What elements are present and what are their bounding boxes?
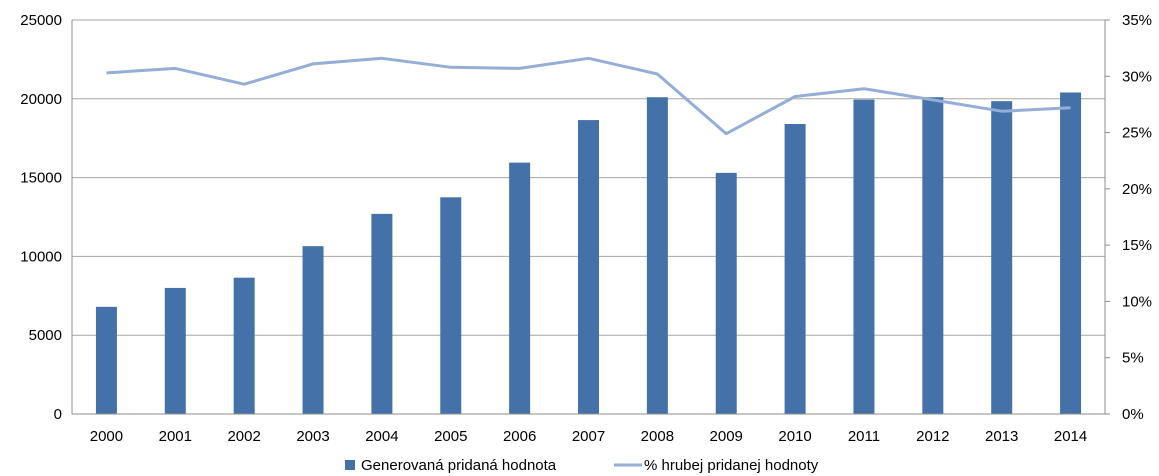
bar-2013: [991, 101, 1013, 414]
x-tick-label: 2004: [365, 428, 398, 445]
bar-2003: [302, 246, 324, 414]
bar-2014: [1060, 92, 1082, 414]
bar-2011: [853, 99, 875, 414]
legend: Generovaná pridaná hodnota % hrubej prid…: [345, 457, 819, 474]
y2-tick-label: 20%: [1122, 181, 1152, 198]
bar-2010: [784, 124, 806, 415]
x-tick-label: 2014: [1054, 428, 1087, 445]
line-series: [106, 56, 1071, 136]
legend-label-bar: Generovaná pridaná hodnota: [361, 457, 557, 474]
bar-2012: [922, 97, 944, 414]
bar-2001: [164, 287, 186, 414]
x-tick-label: 2007: [572, 428, 605, 445]
y-tick-label: 15000: [20, 170, 62, 187]
left-axis-tick-labels: 0 5000 10000 15000 20000 25000: [20, 12, 62, 423]
x-tick-label: 2005: [434, 428, 467, 445]
x-tick-label: 2011: [848, 428, 880, 445]
bar-2005: [440, 197, 462, 414]
x-tick-label: 2006: [503, 428, 536, 445]
y-tick-label: 20000: [20, 91, 62, 108]
x-tick-label: 2000: [90, 428, 123, 445]
y2-tick-label: 25%: [1122, 125, 1152, 142]
y2-tick-label: 15%: [1122, 237, 1152, 254]
bar-2007: [578, 120, 599, 415]
y-tick-label: 0: [54, 406, 62, 423]
bar-2000: [95, 306, 117, 414]
x-tick-label: 2010: [778, 428, 811, 445]
x-tick-label: 2012: [916, 428, 949, 445]
pct-line: [106, 56, 1071, 136]
bar-series: [95, 92, 1082, 415]
bar-2004: [371, 213, 393, 414]
bar-2009: [715, 172, 737, 414]
y2-tick-label: 10%: [1122, 293, 1152, 310]
y2-tick-label: 30%: [1122, 68, 1152, 85]
legend-swatch-bar: [345, 460, 355, 470]
x-tick-label: 2002: [227, 428, 260, 445]
x-tick-label: 2009: [710, 428, 743, 445]
bar-2006: [509, 162, 531, 414]
right-axis-tick-labels: 0% 5% 10% 15% 20% 25% 30% 35%: [1122, 12, 1152, 423]
x-axis-tick-labels: 2000 2001 2002 2003 2004 2005 2006 2007 2008 2009…: [90, 428, 1088, 445]
y-tick-label: 10000: [20, 248, 62, 265]
x-tick-label: 2013: [985, 428, 1018, 445]
bar-2002: [233, 277, 255, 414]
x-tick-label: 2003: [296, 428, 329, 445]
y2-tick-label: 5%: [1122, 350, 1144, 367]
x-tick-label: 2001: [159, 428, 192, 445]
y2-tick-label: 35%: [1122, 12, 1152, 29]
y2-tick-label: 0%: [1122, 406, 1144, 423]
axes: [71, 19, 1110, 415]
y-tick-label: 25000: [20, 12, 62, 29]
bar-2008: [646, 97, 668, 414]
x-tick-label: 2008: [641, 428, 674, 445]
legend-label-line: % hrubej pridanej hodnoty: [644, 457, 819, 474]
y-tick-label: 5000: [29, 327, 62, 344]
